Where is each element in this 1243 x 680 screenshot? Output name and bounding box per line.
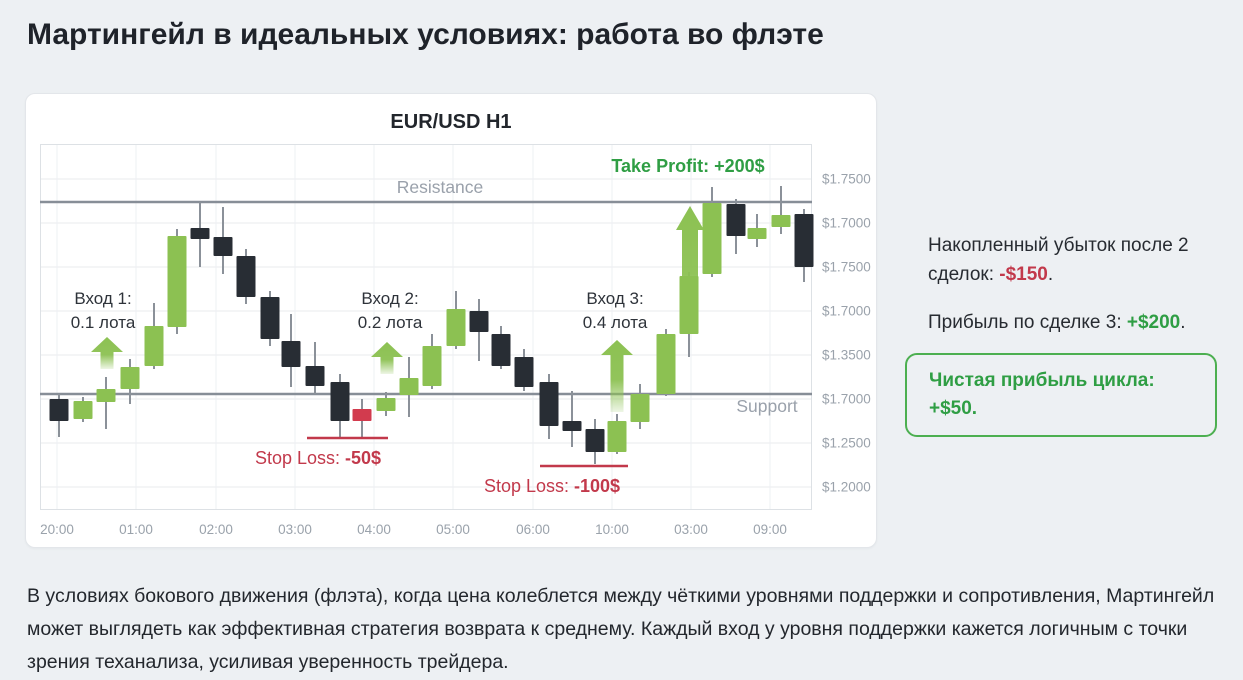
candle-body-down: [562, 421, 582, 431]
y-axis-tick: $1.7000: [822, 392, 871, 407]
x-axis-tick: 03:00: [278, 522, 312, 537]
net-profit-box: Чистая прибыль цикла: +$50.: [905, 353, 1217, 437]
candle-body-loss: [352, 409, 372, 421]
chart-title: EUR/USD H1: [390, 111, 512, 133]
candle-body-down: [49, 399, 69, 421]
candle-body-down: [469, 311, 489, 332]
candle-body-down: [585, 429, 605, 452]
candle-body-down: [726, 204, 746, 236]
y-axis-tick: $1.3500: [822, 348, 871, 363]
summary-panel: Накопленный убыток после 2 сделок: -$150…: [928, 231, 1240, 337]
stop-loss-label: Stop Loss: -50$: [255, 448, 381, 468]
entry-label-line2: 0.2 лота: [358, 313, 423, 332]
candle-body-down: [491, 334, 511, 366]
profit-period: .: [1180, 312, 1186, 333]
candle-body-up: [120, 367, 140, 389]
y-axis-tick: $1.2500: [822, 436, 871, 451]
page-title: Мартингейл в идеальных условиях: работа …: [27, 18, 824, 51]
candle-body-up: [73, 401, 93, 419]
candle-body-down: [190, 228, 210, 239]
candle-body-down: [213, 237, 233, 256]
candle-body-up: [747, 228, 767, 239]
x-axis-tick: 05:00: [436, 522, 470, 537]
plot-border: [40, 144, 812, 510]
chart-card: EUR/USD H1 Resistance Support Вход 1: 0.1 л…: [25, 93, 877, 548]
resistance-label: Resistance: [397, 177, 484, 197]
stop-loss-label: Stop Loss: -100$: [484, 476, 620, 496]
candle-body-up: [399, 378, 419, 395]
net-profit-text: Чистая прибыль цикла: +$50.: [929, 370, 1155, 419]
candle-body-down: [260, 297, 280, 339]
loss-value: -$150: [999, 264, 1048, 285]
x-axis-tick: 10:00: [595, 522, 629, 537]
x-axis-tick: 01:00: [119, 522, 153, 537]
candle-body-up: [144, 326, 164, 366]
profit-label: Прибыль по сделке 3:: [928, 312, 1127, 333]
entry-label-line1: Вход 1:: [74, 289, 131, 308]
footer-paragraph: В условиях бокового движения (флэта), ко…: [27, 585, 1215, 673]
candle-body-up: [376, 398, 396, 411]
candle-body-up: [656, 334, 676, 394]
x-axis-tick: 03:00: [674, 522, 708, 537]
entry-up-arrow-icon: [601, 340, 633, 412]
entry-up-arrow-icon: [371, 342, 403, 374]
candle-body-down: [514, 357, 534, 387]
candle-body-down: [539, 382, 559, 426]
y-axis-tick: $1.7500: [822, 172, 871, 187]
entry-up-arrow-icon: [91, 337, 123, 369]
trade3-profit-text: Прибыль по сделке 3: +$200.: [928, 308, 1240, 337]
candle-body-up: [446, 309, 466, 346]
candle-body-down: [330, 382, 350, 421]
entry-label-line1: Вход 2:: [361, 289, 418, 308]
candle-body-down: [794, 214, 814, 267]
candle-body-up: [607, 421, 627, 452]
profit-value: +$200: [1126, 312, 1181, 333]
x-axis-tick: 06:00: [516, 522, 550, 537]
y-axis-tick: $1.7000: [822, 304, 871, 319]
candle-body-down: [236, 256, 256, 297]
y-axis-tick: $1.2000: [822, 480, 871, 495]
candle-body-up: [702, 203, 722, 274]
x-axis-tick: 04:00: [357, 522, 391, 537]
x-axis-tick: 02:00: [199, 522, 233, 537]
breakout-up-arrow-icon: [676, 206, 704, 330]
candle-body-up: [96, 389, 116, 402]
entry-label-line1: Вход 3:: [586, 289, 643, 308]
y-axis-tick: $1.7500: [822, 260, 871, 275]
x-axis-tick: 09:00: [753, 522, 787, 537]
candle-body-up: [167, 236, 187, 327]
support-label: Support: [736, 396, 797, 416]
loss-period: .: [1047, 264, 1054, 285]
candle-body-up: [630, 394, 650, 422]
entry-label-line2: 0.1 лота: [71, 313, 136, 332]
y-axis-tick: $1.7000: [822, 216, 871, 231]
candle-body-down: [305, 366, 325, 386]
entry-label-line2: 0.4 лота: [583, 313, 648, 332]
accumulated-loss-text: Накопленный убыток после 2 сделок: -$150…: [928, 231, 1240, 289]
candlestick-chart: Resistance Support Вход 1: 0.1 лота Вход 2: 0…: [40, 144, 877, 544]
candle-body-up: [422, 346, 442, 386]
take-profit-label: Take Profit: +200$: [611, 156, 764, 176]
x-axis-tick: 20:00: [40, 522, 74, 537]
candle-body-down: [281, 341, 301, 367]
candle-body-up: [771, 215, 791, 227]
loss-label: Накопленный убыток после 2 сделок:: [928, 235, 1189, 285]
